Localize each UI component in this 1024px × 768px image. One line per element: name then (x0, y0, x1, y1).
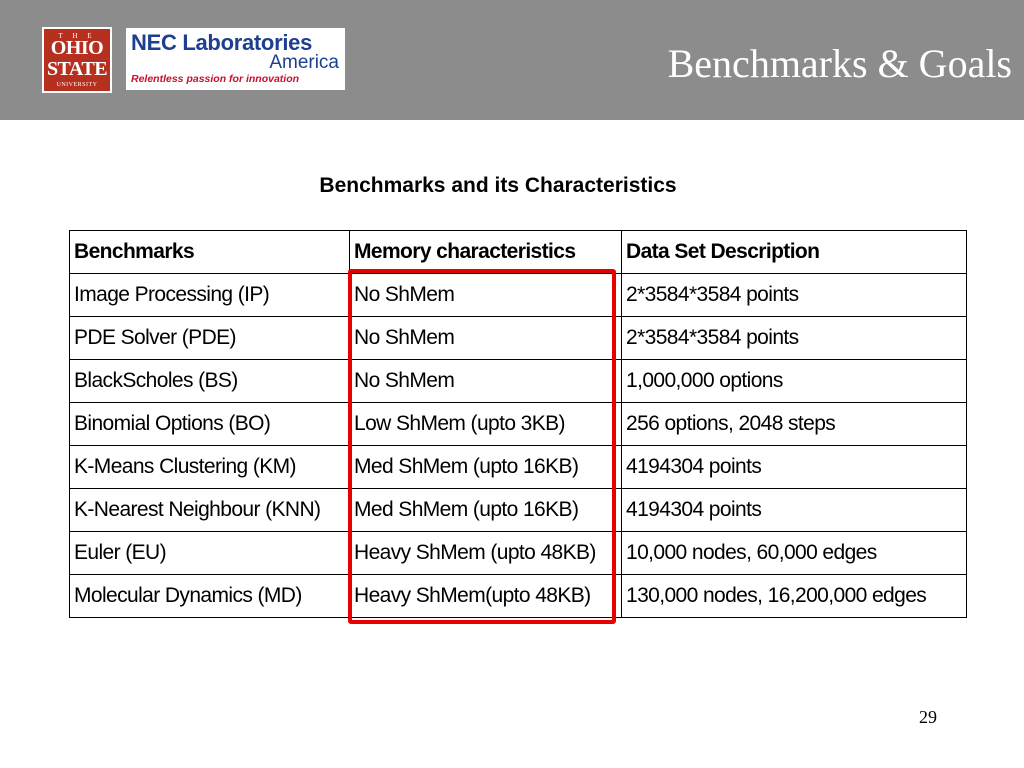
dataset-cell: 130,000 nodes, 16,200,000 edges (621, 574, 967, 618)
nec-logo-america: America (269, 52, 339, 73)
benchmarks-table: Benchmarks Memory characteristics Data S… (69, 230, 967, 618)
table-header-row: Benchmarks Memory characteristics Data S… (69, 230, 967, 274)
memory-cell: Med ShMem (upto 16KB) (349, 488, 622, 532)
memory-cell: Med ShMem (upto 16KB) (349, 445, 622, 489)
dataset-cell: 10,000 nodes, 60,000 edges (621, 531, 967, 575)
memory-cell: Low ShMem (upto 3KB) (349, 402, 622, 446)
dataset-cell: 256 options, 2048 steps (621, 402, 967, 446)
osu-logo-the: T H E (58, 32, 96, 40)
table-row: Image Processing (IP) No ShMem 2*3584*35… (69, 273, 967, 317)
dataset-cell: 2*3584*3584 points (621, 273, 967, 317)
osu-logo-university: UNIVERSITY (56, 82, 98, 88)
ohio-state-logo: T H E OHIO STATE UNIVERSITY (42, 27, 112, 93)
benchmark-cell: Image Processing (IP) (69, 273, 350, 317)
dataset-cell: 4194304 points (621, 488, 967, 532)
header-data-set-description: Data Set Description (621, 230, 967, 274)
benchmark-cell: K-Nearest Neighbour (KNN) (69, 488, 350, 532)
benchmark-cell: BlackScholes (BS) (69, 359, 350, 403)
table-row: Molecular Dynamics (MD) Heavy ShMem(upto… (69, 574, 967, 618)
slide-title: Benchmarks & Goals (667, 41, 1012, 86)
osu-logo-state: STATE (46, 58, 108, 80)
table-caption: Benchmarks and its Characteristics (319, 174, 677, 197)
page-number: 29 (919, 707, 937, 727)
benchmark-cell: Binomial Options (BO) (69, 402, 350, 446)
memory-cell: Heavy ShMem (upto 48KB) (349, 531, 622, 575)
table-row: PDE Solver (PDE) No ShMem 2*3584*3584 po… (69, 316, 967, 360)
table-row: K-Nearest Neighbour (KNN) Med ShMem (upt… (69, 488, 967, 532)
osu-logo-ohio: OHIO (50, 37, 104, 59)
memory-cell: No ShMem (349, 316, 622, 360)
benchmark-cell: K-Means Clustering (KM) (69, 445, 350, 489)
slide-header: T H E OHIO STATE UNIVERSITY NEC Laborato… (0, 0, 1024, 120)
dataset-cell: 4194304 points (621, 445, 967, 489)
benchmark-cell: Molecular Dynamics (MD) (69, 574, 350, 618)
nec-logo-tagline: Relentless passion for innovation (131, 73, 300, 85)
dataset-cell: 1,000,000 options (621, 359, 967, 403)
header-benchmarks: Benchmarks (69, 230, 350, 274)
memory-cell: Heavy ShMem(upto 48KB) (349, 574, 622, 618)
benchmark-cell: Euler (EU) (69, 531, 350, 575)
benchmark-cell: PDE Solver (PDE) (69, 316, 350, 360)
memory-cell: No ShMem (349, 273, 622, 317)
header-memory-characteristics: Memory characteristics (349, 230, 622, 274)
dataset-cell: 2*3584*3584 points (621, 316, 967, 360)
table-row: Binomial Options (BO) Low ShMem (upto 3K… (69, 402, 967, 446)
memory-column-highlight (348, 269, 616, 624)
table-row: K-Means Clustering (KM) Med ShMem (upto … (69, 445, 967, 489)
nec-logo-name: NEC Laboratories (131, 30, 313, 55)
nec-laboratories-logo: NEC Laboratories America Relentless pass… (126, 28, 345, 90)
